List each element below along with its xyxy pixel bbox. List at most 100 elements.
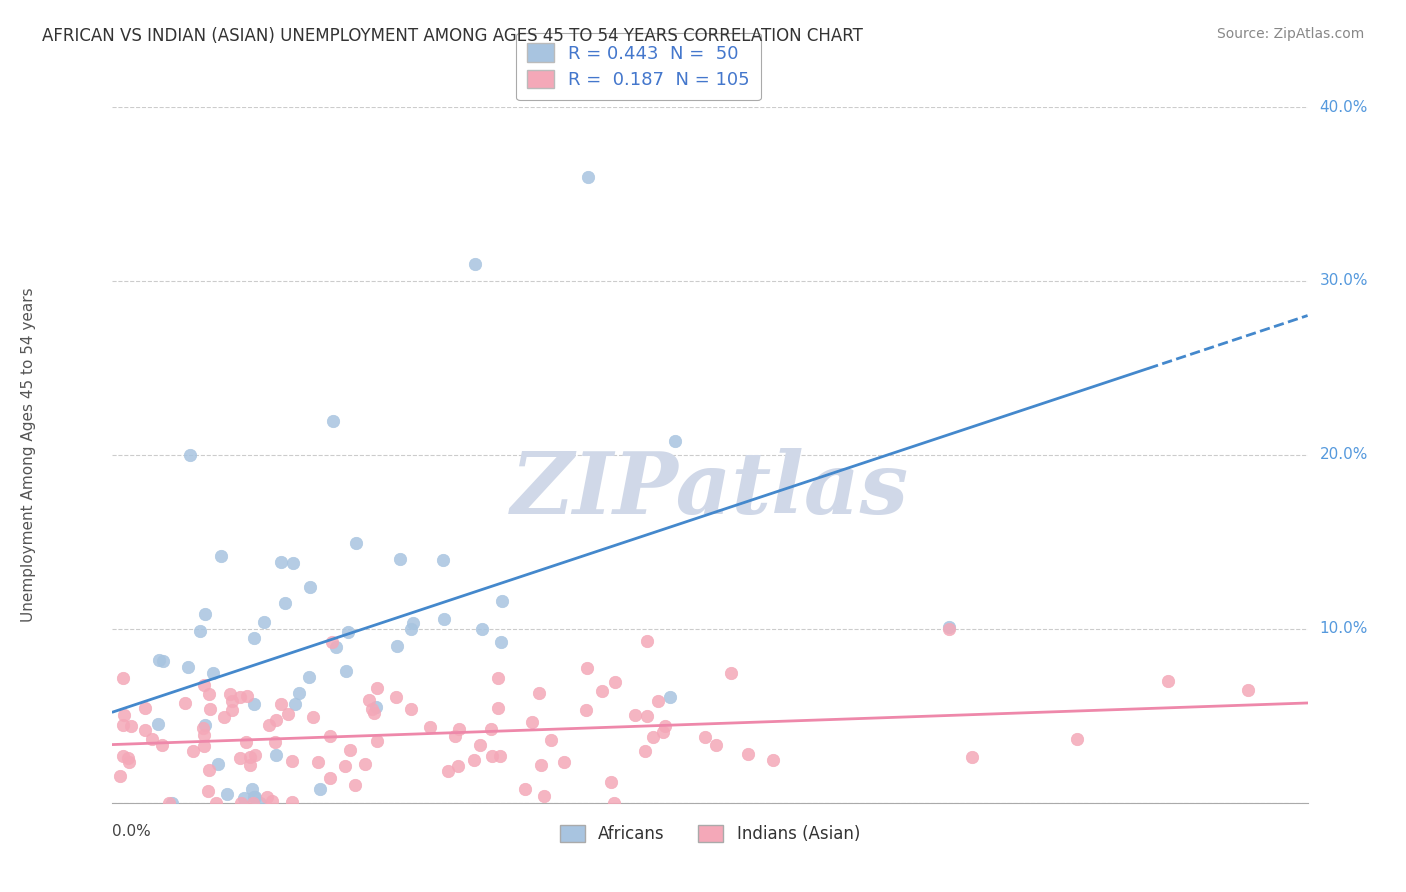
Point	[266, 748, 288, 763]
Point	[402, 615, 425, 630]
Point	[664, 434, 686, 449]
Point	[433, 612, 456, 626]
Point	[162, 796, 183, 810]
Point	[641, 731, 664, 745]
Point	[321, 635, 343, 649]
Point	[361, 702, 384, 716]
Point	[575, 703, 598, 717]
Point	[243, 631, 266, 645]
Point	[636, 708, 658, 723]
Point	[221, 693, 243, 707]
Point	[173, 696, 195, 710]
Point	[229, 690, 252, 704]
Point	[150, 738, 173, 752]
Point	[325, 640, 347, 654]
Point	[938, 622, 960, 636]
Point	[198, 702, 221, 716]
Point	[576, 169, 599, 184]
Point	[520, 715, 543, 730]
Point	[197, 784, 219, 798]
Point	[146, 716, 169, 731]
Point	[319, 729, 342, 743]
Point	[242, 796, 264, 810]
Point	[205, 796, 228, 810]
Point	[489, 748, 512, 763]
Point	[193, 721, 215, 735]
Point	[599, 774, 621, 789]
Point	[633, 744, 655, 758]
Point	[229, 750, 252, 764]
Point	[239, 750, 262, 764]
Point	[152, 654, 174, 668]
Point	[270, 556, 292, 570]
Point	[243, 790, 266, 805]
Point	[243, 697, 266, 711]
Point	[288, 686, 311, 700]
Point	[307, 755, 329, 769]
Point	[209, 549, 232, 563]
Point	[363, 706, 385, 720]
Point	[344, 778, 367, 792]
Point	[256, 790, 278, 805]
Point	[235, 735, 257, 749]
Text: Source: ZipAtlas.com: Source: ZipAtlas.com	[1216, 27, 1364, 41]
Point	[468, 738, 491, 752]
Point	[960, 749, 983, 764]
Point	[243, 747, 266, 762]
Point	[309, 782, 332, 797]
Point	[401, 702, 423, 716]
Point	[236, 690, 259, 704]
Point	[388, 551, 411, 566]
Point	[447, 758, 470, 772]
Point	[471, 622, 494, 636]
Point	[322, 413, 344, 427]
Point	[281, 796, 304, 810]
Point	[194, 717, 217, 731]
Text: 40.0%: 40.0%	[1320, 100, 1368, 114]
Point	[385, 640, 408, 654]
Point	[419, 720, 441, 734]
Point	[333, 759, 356, 773]
Point	[298, 670, 321, 684]
Point	[108, 768, 131, 782]
Point	[193, 739, 215, 754]
Point	[197, 763, 219, 777]
Point	[344, 535, 367, 549]
Point	[366, 681, 388, 695]
Text: ZIPatlas: ZIPatlas	[510, 448, 910, 532]
Point	[112, 707, 135, 722]
Point	[281, 754, 304, 768]
Point	[366, 700, 388, 714]
Point	[486, 701, 509, 715]
Point	[284, 698, 307, 712]
Text: AFRICAN VS INDIAN (ASIAN) UNEMPLOYMENT AMONG AGES 45 TO 54 YEARS CORRELATION CHA: AFRICAN VS INDIAN (ASIAN) UNEMPLOYMENT A…	[42, 27, 863, 45]
Text: 0.0%: 0.0%	[112, 823, 152, 838]
Point	[491, 594, 513, 608]
Point	[277, 706, 299, 721]
Point	[148, 653, 170, 667]
Point	[603, 675, 626, 690]
Point	[652, 724, 675, 739]
Point	[463, 753, 485, 767]
Point	[357, 693, 380, 707]
Point	[243, 789, 266, 804]
Point	[253, 615, 276, 629]
Point	[298, 580, 321, 594]
Point	[188, 624, 211, 638]
Point	[270, 697, 292, 711]
Point	[179, 448, 201, 462]
Point	[112, 671, 135, 685]
Point	[120, 719, 142, 733]
Point	[437, 764, 460, 778]
Point	[260, 794, 283, 808]
Point	[239, 758, 262, 772]
Point	[181, 744, 204, 758]
Point	[695, 730, 717, 744]
Point	[257, 717, 280, 731]
Point	[302, 710, 325, 724]
Point	[201, 666, 224, 681]
Point	[366, 734, 388, 748]
Point	[117, 755, 139, 769]
Point	[112, 718, 135, 732]
Point	[221, 703, 243, 717]
